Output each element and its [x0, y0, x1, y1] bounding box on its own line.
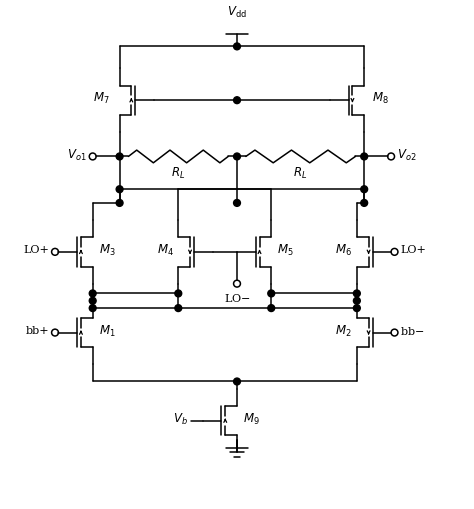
Circle shape [354, 291, 360, 297]
Text: LO$-$: LO$-$ [224, 292, 250, 303]
Circle shape [234, 44, 240, 51]
Text: $V_{\rm dd}$: $V_{\rm dd}$ [227, 6, 247, 20]
Text: $M_3$: $M_3$ [99, 242, 115, 258]
Text: LO+: LO+ [401, 245, 426, 255]
Circle shape [361, 186, 368, 193]
Circle shape [268, 305, 274, 312]
Text: $M_2$: $M_2$ [336, 323, 352, 338]
Circle shape [116, 200, 123, 207]
Text: $V_{o2}$: $V_{o2}$ [397, 147, 417, 162]
Circle shape [234, 154, 240, 160]
Circle shape [175, 305, 182, 312]
Text: $R_L$: $R_L$ [293, 166, 308, 181]
Circle shape [116, 154, 123, 160]
Circle shape [175, 291, 182, 297]
Text: $M_7$: $M_7$ [93, 91, 109, 106]
Circle shape [361, 200, 368, 207]
Text: $V_b$: $V_b$ [173, 411, 188, 426]
Circle shape [116, 186, 123, 193]
Text: $M_5$: $M_5$ [277, 242, 294, 258]
Text: $R_L$: $R_L$ [171, 166, 185, 181]
Circle shape [89, 298, 96, 304]
Circle shape [354, 305, 360, 312]
Text: $M_4$: $M_4$ [156, 242, 173, 258]
Text: bb$-$: bb$-$ [401, 324, 425, 336]
Text: $M_9$: $M_9$ [243, 411, 260, 426]
Circle shape [268, 291, 274, 297]
Circle shape [361, 154, 368, 160]
Circle shape [234, 200, 240, 207]
Circle shape [234, 98, 240, 104]
Text: LO+: LO+ [23, 245, 49, 255]
Circle shape [89, 305, 96, 312]
Text: $M_8$: $M_8$ [372, 91, 388, 106]
Text: bb+: bb+ [26, 325, 49, 335]
Circle shape [354, 298, 360, 304]
Circle shape [234, 378, 240, 385]
Text: $M_6$: $M_6$ [335, 242, 352, 258]
Text: $V_{o1}$: $V_{o1}$ [67, 147, 87, 162]
Circle shape [89, 291, 96, 297]
Text: $M_1$: $M_1$ [99, 323, 115, 338]
